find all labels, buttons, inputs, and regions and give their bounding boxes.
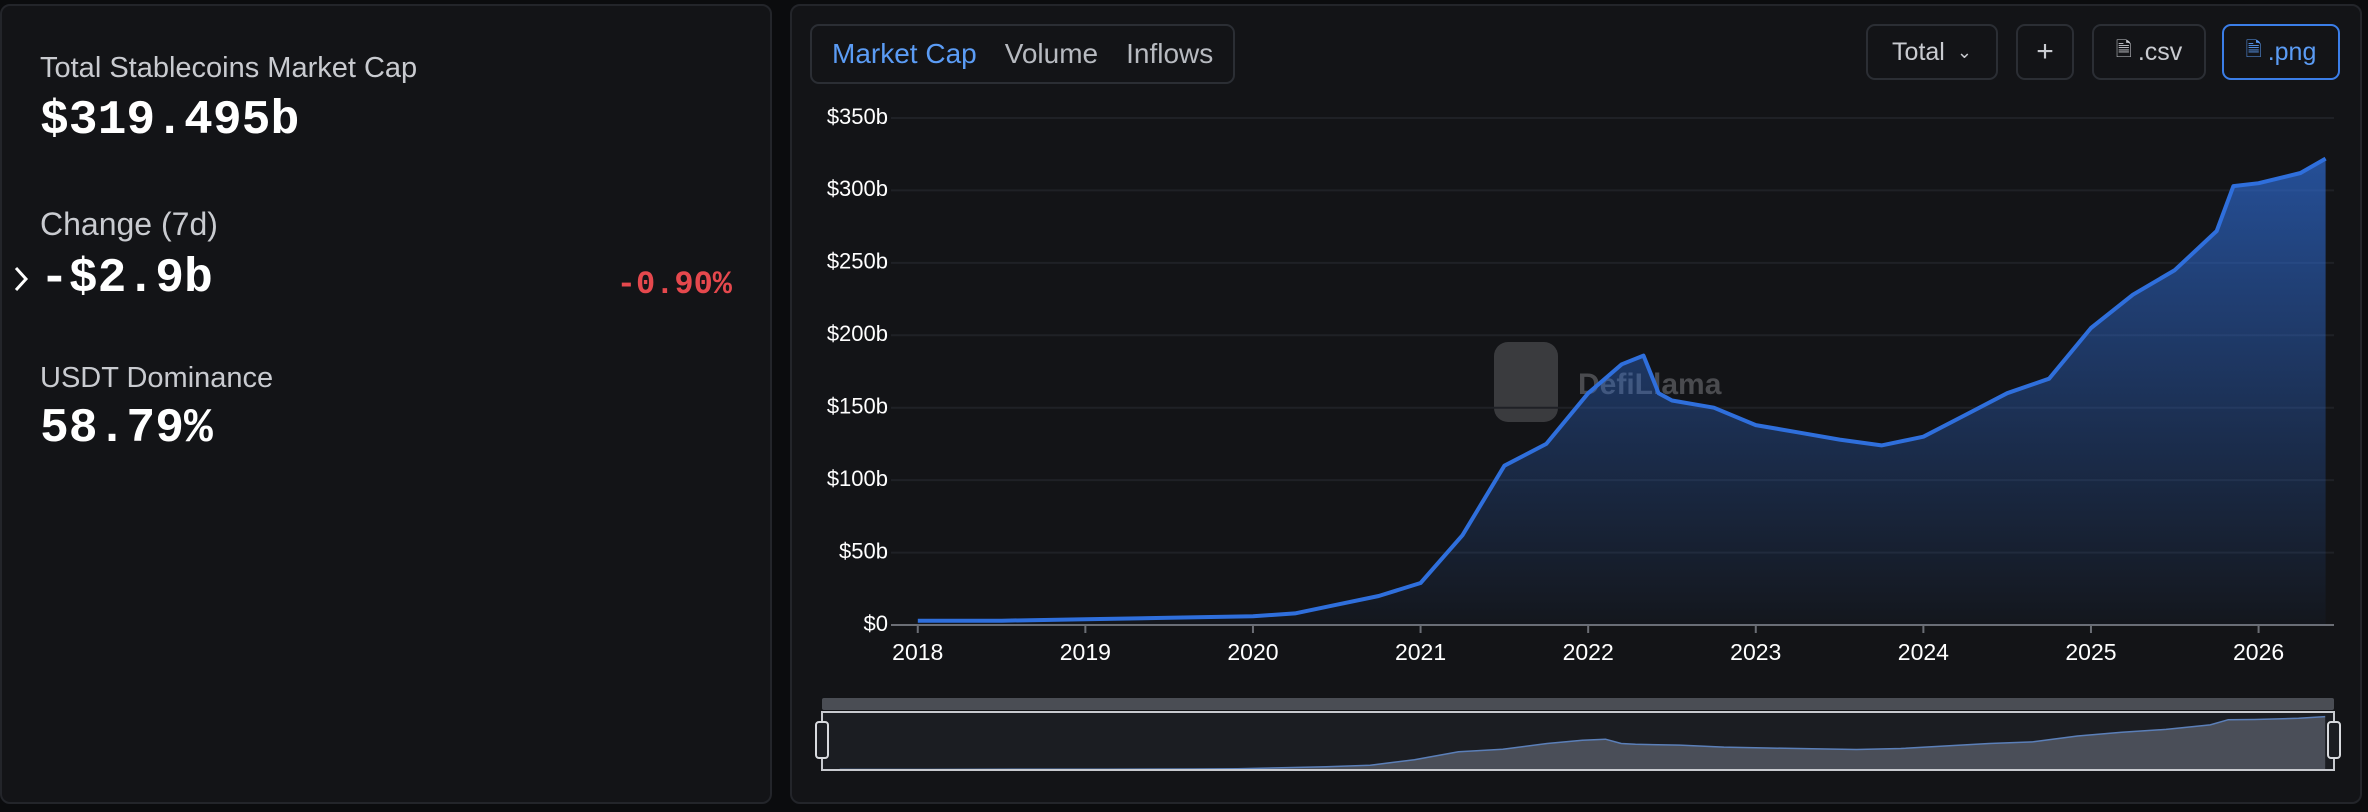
x-tick-label: 2021 <box>1395 639 1446 665</box>
x-tick-label: 2025 <box>2065 639 2116 665</box>
stat-change: -0.90% <box>616 266 732 303</box>
stats-panel: Total Stablecoins Market Cap $319.495b C… <box>0 4 772 804</box>
x-tick-label: 2026 <box>2233 639 2284 665</box>
navigator-handle[interactable] <box>2327 721 2341 759</box>
navigator-line <box>839 715 2326 771</box>
x-tick-label: 2018 <box>892 639 943 665</box>
y-tick-label: $300b <box>827 176 888 201</box>
x-tick-label: 2020 <box>1227 639 1278 665</box>
stat-value: $319.495b <box>40 94 300 148</box>
tab[interactable]: Market Cap <box>832 38 977 69</box>
navigator-handle[interactable] <box>815 721 829 759</box>
select-text: Total <box>1892 37 1945 66</box>
png-text: .png <box>2267 37 2317 66</box>
select-button[interactable]: Total ⌄ <box>1866 24 1998 80</box>
y-tick-label: $50b <box>839 538 888 563</box>
navigator-bar <box>822 698 2334 710</box>
y-tick-label: $200b <box>827 321 888 346</box>
y-tick-label: $150b <box>827 394 888 419</box>
y-tick-label: $250b <box>827 249 888 274</box>
x-tick-label: 2023 <box>1730 639 1781 665</box>
tab-bar: Market Cap Volume Inflows <box>810 24 1236 84</box>
y-tick-label: $0 <box>864 611 888 636</box>
y-tick-label: $350b <box>827 104 888 129</box>
x-tick-label: 2024 <box>1898 639 1949 665</box>
tab[interactable]: Volume <box>1004 38 1099 69</box>
x-tick-label: 2019 <box>1060 639 1111 665</box>
stat-value: 58.79% <box>40 402 213 456</box>
area <box>917 158 2326 625</box>
tab[interactable]: Inflows <box>1126 38 1214 69</box>
add-button[interactable]: + <box>2016 24 2074 80</box>
png-button[interactable]: 🗎 .png <box>2222 24 2340 80</box>
csv-button[interactable]: 🗎 .csv <box>2092 24 2206 80</box>
line <box>917 156 2327 623</box>
stat-value: -$2.9b <box>40 252 213 306</box>
csv-text: .csv <box>2137 37 2183 66</box>
stat-label: USDT Dominance <box>40 362 274 394</box>
navigator-area <box>839 716 2326 770</box>
watermark-logo <box>1494 342 1558 422</box>
expand-icon[interactable] <box>12 264 32 294</box>
stat-label: Change (7d) <box>40 206 218 242</box>
x-tick-label: 2022 <box>1563 639 1614 665</box>
stat-label: Total Stablecoins Market Cap <box>40 52 418 84</box>
y-tick-label: $100b <box>827 466 888 491</box>
